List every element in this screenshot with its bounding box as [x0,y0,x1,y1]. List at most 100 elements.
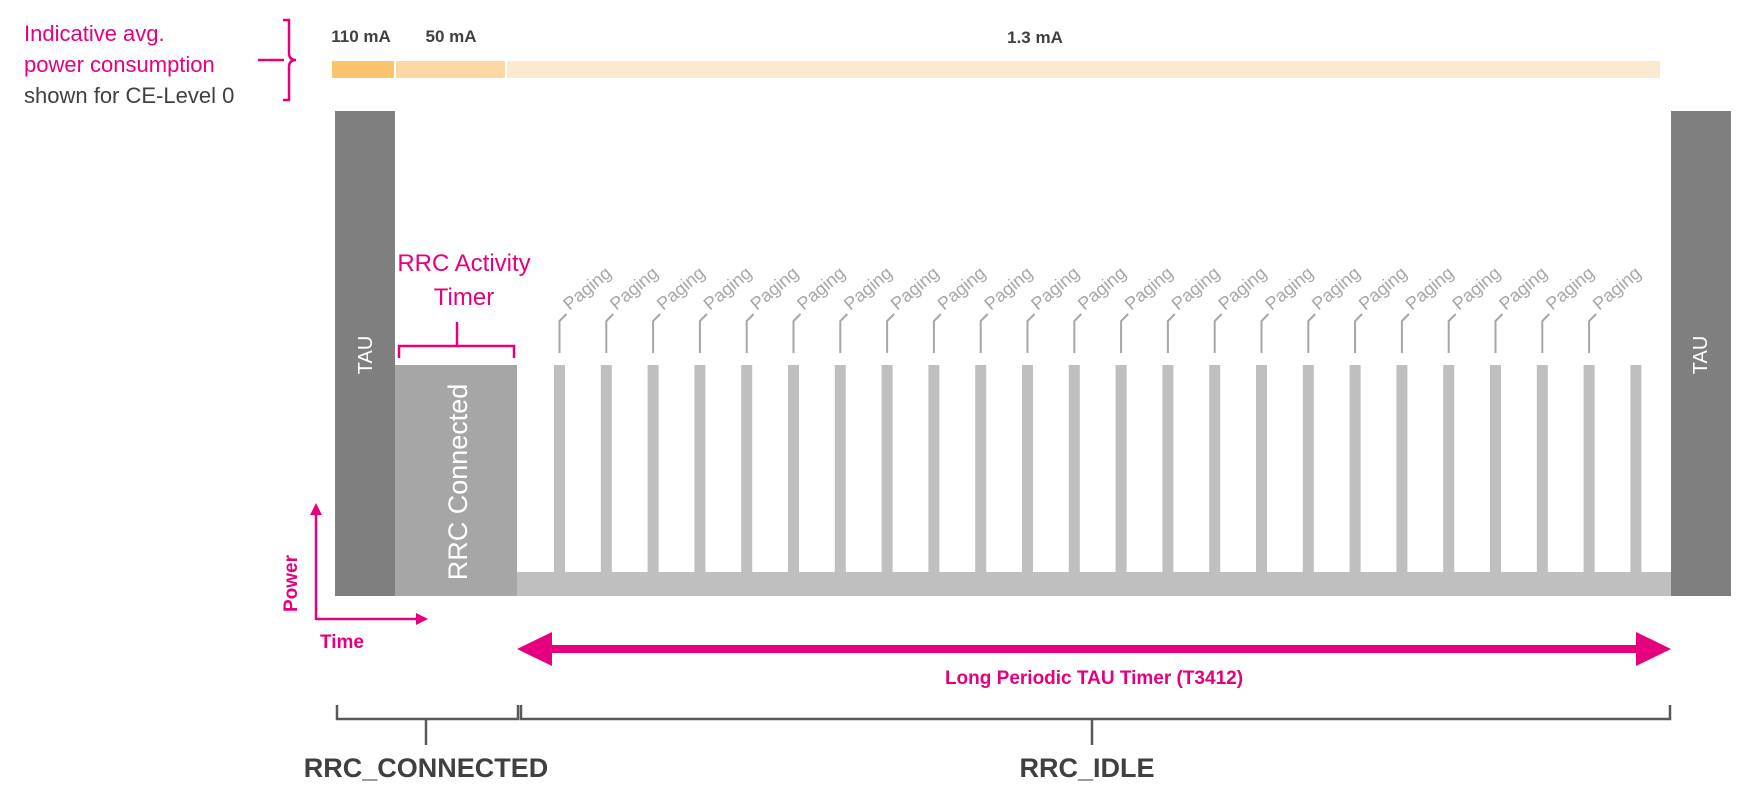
paging-pulse [1302,365,1314,577]
paging-leader [1354,313,1363,353]
paging-pulse [554,365,565,577]
paging-pulse [600,365,612,577]
paging-pulse [741,365,753,577]
paging-pulse [928,365,940,577]
legend-brace [283,18,297,102]
x-axis-arrowhead [416,613,428,625]
paging-label: Paging [1402,263,1458,314]
tau-block-left [335,111,395,596]
paging-leader [1588,313,1597,353]
paging-pulse [1536,365,1548,577]
consumption-label-tau: 110 mA [331,27,391,46]
paging-leader [698,313,708,353]
paging-label: Paging [934,263,990,314]
paging-label: Paging [746,263,802,314]
paging-leader [792,313,802,353]
rrc-idle-bracket [519,705,1672,721]
paging-label: Paging [1261,263,1317,314]
tau-timer-arrowhead-right [1636,632,1671,666]
paging-leader [1400,313,1410,353]
tau-timer-arrowhead-left [517,632,552,666]
rrc-activity-timer-brace [397,344,516,358]
rrc-idle-state-label: RRC_IDLE [1019,753,1154,783]
rrc-connected-bracket [335,705,520,721]
paging-label: Paging [1448,263,1504,314]
paging-label: Paging [887,263,943,314]
paging-label: Paging [1589,263,1645,314]
paging-label: Paging [1121,263,1177,314]
consumption-bar: 110 mA 50 mA 1.3 mA [331,27,1660,78]
y-axis-arrowhead [310,503,322,515]
paging-label: Paging [606,263,662,314]
consumption-segment-idle [507,61,1660,78]
legend-line-2: power consumption [24,52,215,77]
paging-pulse [647,365,659,577]
legend-line-1: Indicative avg. [24,21,165,46]
rrc-connected-block [395,365,517,596]
paging-leader [1073,313,1083,353]
paging-pulse [1256,365,1267,577]
paging-leader [839,313,849,353]
paging-leader [1120,313,1129,353]
paging-pulse [1443,365,1455,577]
paging-label: Paging [559,263,615,314]
paging-label: Paging [1308,263,1364,314]
paging-label: Paging [980,263,1036,314]
consumption-segment-connected [396,61,505,78]
paging-pulse [1115,365,1127,577]
rrc-activity-timer-line-1: RRC Activity [397,250,530,277]
rrc-activity-timer-line-2: Timer [434,284,494,311]
paging-pulse [1630,365,1642,577]
tau-label-left: TAU [355,336,377,375]
state-brackets: RRC_CONNECTED RRC_IDLE [304,705,1672,783]
paging-leader [1541,313,1551,353]
y-axis-label: Power [281,554,302,612]
paging-label: Paging [1168,263,1224,314]
paging-label: Paging [1074,263,1130,314]
paging-label: Paging [793,263,849,314]
paging-label: Paging [700,263,756,314]
legend: Indicative avg. power consumption shown … [24,18,297,108]
paging-leader [745,313,755,353]
paging-label: Paging [1355,263,1411,314]
paging-leader [1166,313,1176,353]
paging-label: Paging [1495,263,1551,314]
rrc-activity-timer: RRC Activity Timer [397,250,531,358]
paging-pulse [1162,365,1174,577]
paging-label: Paging [840,263,896,314]
paging-leader [1494,313,1504,353]
tau-block-right [1671,111,1731,596]
paging-pulse [975,365,987,577]
x-axis-label: Time [320,632,364,653]
paging-label: Paging [1214,263,1270,314]
consumption-label-connected: 50 mA [425,27,476,46]
tau-timer-arrow: Long Periodic TAU Timer (T3412) [517,632,1671,689]
paging-leader [1026,313,1036,353]
paging-pulse [694,365,706,577]
paging-leader [1307,313,1317,353]
paging-label: Paging [653,263,709,314]
paging-pulse [834,365,846,577]
paging-leader [558,313,568,353]
tau-label-right: TAU [1690,336,1712,375]
consumption-label-idle: 1.3 mA [1007,28,1063,47]
rrc-connected-state-label: RRC_CONNECTED [304,753,549,783]
rrc-connected-label: RRC Connected [443,384,473,581]
paging-label: Paging [1027,263,1083,314]
axes: Power Time [281,503,428,653]
paging-leader [932,313,942,353]
paging-leader [979,313,989,353]
idle-baseline [517,572,1671,596]
paging-pulse [1490,365,1501,577]
paging-pulse [1583,365,1595,577]
paging-pulse [1209,365,1221,577]
paging-leader [1260,313,1270,353]
paging-leader [605,313,615,353]
tau-timer-label: Long Periodic TAU Timer (T3412) [945,668,1243,689]
paging-group: PagingPagingPagingPagingPagingPagingPagi… [554,263,1645,577]
paging-pulse [1396,365,1408,577]
paging-label: Paging [1542,263,1598,314]
paging-pulse [881,365,893,577]
